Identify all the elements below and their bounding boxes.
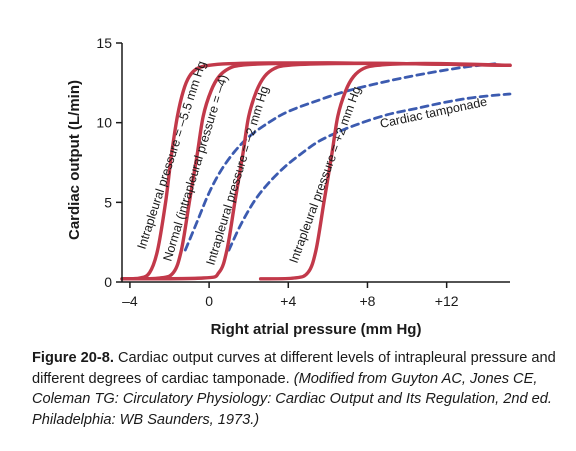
curves-layer: [120, 61, 512, 281]
figure-caption: Figure 20-8. Cardiac output curves at di…: [32, 348, 562, 430]
curve-label-cardiac-tamponade: Cardiac tamponade: [379, 95, 489, 131]
y-tick-label: 10: [96, 115, 112, 131]
ticks-layer: 0 5 10 15 –4 0 +4 +8 +12: [96, 35, 458, 309]
y-tick-label: 0: [104, 274, 112, 290]
x-tick-label: 0: [205, 293, 213, 309]
solid-curve-2: [120, 61, 512, 281]
caption-credit: (Modified from Guyton AC, Jones CE, Cole…: [32, 370, 552, 428]
y-tick-label: 5: [104, 194, 112, 210]
curve-label-plus-2: Intrapleural pressure = +2 mm Hg: [287, 85, 364, 265]
dashed-curve-4: [183, 62, 498, 252]
x-tick-label: +12: [435, 293, 459, 309]
y-tick-label: 15: [96, 35, 112, 51]
caption-figure-number: Figure 20-8.: [32, 350, 114, 366]
x-tick-label: +4: [280, 293, 296, 309]
y-axis-title: Cardiac output (L/min): [66, 80, 83, 240]
dashed-curve-5: [227, 92, 512, 252]
x-tick-label: +8: [359, 293, 375, 309]
x-axis-title: Right atrial pressure (mm Hg): [211, 321, 422, 338]
x-tick-label: –4: [122, 293, 138, 309]
cardiac-output-chart: 0 5 10 15 –4 0 +4 +8 +12 Right atrial pressure (…: [66, 35, 512, 338]
caption-text: Cardiac output curves at different level…: [32, 350, 556, 387]
solid-curve-3: [258, 61, 512, 281]
